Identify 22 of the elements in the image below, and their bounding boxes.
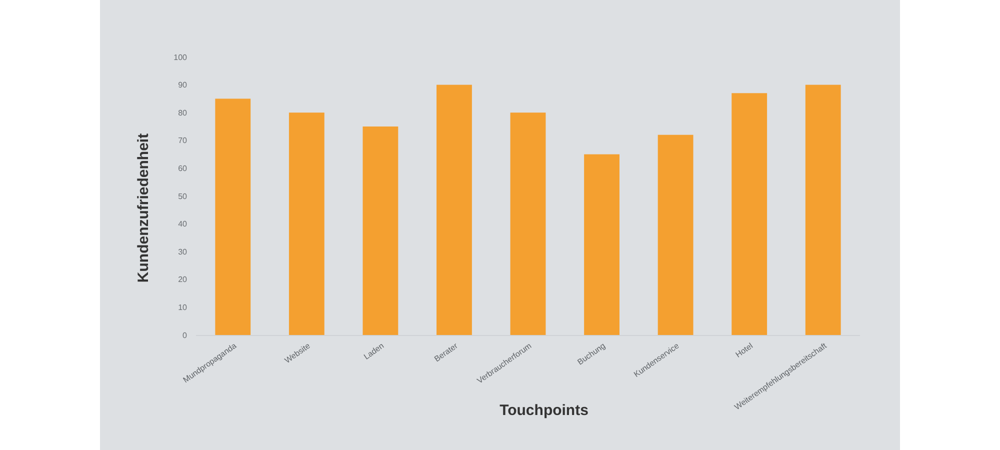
bar [658,134,694,335]
y-tick-label: 20 [178,275,188,284]
y-tick-label: 30 [178,247,188,256]
y-tick-label: 80 [178,108,188,118]
bar [584,154,620,335]
y-axis-title: Kundenzufriedenheit [135,133,152,283]
bar [436,84,472,335]
y-tick-label: 50 [178,192,188,201]
bar [805,84,841,335]
bar [288,112,324,335]
y-tick-label: 40 [178,220,188,229]
y-tick-label: 0 [182,330,188,340]
bar [362,126,398,335]
bar [510,112,546,335]
y-tick-label: 60 [178,164,188,173]
x-axis-title: Touchpoints [500,402,588,419]
bar [732,93,768,335]
y-tick-label: 90 [178,80,188,90]
bar [215,98,251,335]
y-tick-label: 10 [178,303,188,312]
y-tick-label: 70 [178,136,188,146]
y-tick-label: 100 [174,52,188,62]
